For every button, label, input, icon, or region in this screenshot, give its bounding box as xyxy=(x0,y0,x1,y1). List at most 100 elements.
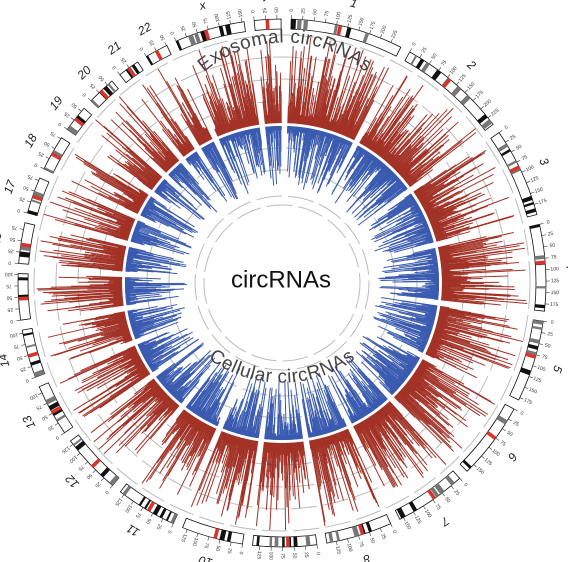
tick-label: 0 xyxy=(166,529,173,534)
cellular-bar xyxy=(129,307,185,322)
tick-mark xyxy=(100,477,105,482)
chromosome-label: 19 xyxy=(46,93,65,112)
tick-label: 75 xyxy=(434,503,442,511)
cellular-bar xyxy=(134,227,168,241)
cellular-bar xyxy=(219,138,236,174)
tick-label: 50 xyxy=(191,20,199,27)
cellular-bar xyxy=(338,142,353,170)
chromosome-band xyxy=(525,208,537,215)
chromosome-band xyxy=(218,25,225,37)
cellular-bar xyxy=(128,304,178,316)
cellular-bar xyxy=(221,137,243,185)
chromosome-label: 3 xyxy=(536,155,552,167)
exosomal-bar xyxy=(134,402,177,451)
cellular-bar xyxy=(383,258,438,269)
tick-mark xyxy=(104,81,108,86)
chromosome-band xyxy=(362,32,370,44)
cellular-bar xyxy=(362,356,399,389)
exosomal-bar xyxy=(435,215,514,240)
centromere-mark xyxy=(27,351,39,358)
cellular-bar xyxy=(344,148,365,181)
tick-label: 100 xyxy=(335,11,343,21)
tick-mark xyxy=(38,392,43,395)
centromere-mark xyxy=(20,242,31,248)
cellular-bar xyxy=(379,207,421,231)
exosomal-bar xyxy=(437,320,524,343)
cellular-bar xyxy=(147,347,175,365)
tick-label: 125 xyxy=(225,10,233,20)
tick-label: 175 xyxy=(523,397,533,406)
cellular-bar xyxy=(212,141,233,182)
cellular-bar xyxy=(137,341,146,346)
chromosome-band xyxy=(75,440,86,451)
chromosome-label: 15 xyxy=(0,291,1,305)
chromosome-band xyxy=(159,507,167,519)
cellular-bar xyxy=(380,337,420,361)
cellular-bar xyxy=(125,277,161,280)
cellular-bar xyxy=(166,361,198,391)
cellular-bar xyxy=(207,144,238,200)
tick-mark xyxy=(472,97,477,101)
cellular-bar xyxy=(346,354,388,400)
centromere-mark xyxy=(203,29,211,41)
exosomal-bar xyxy=(359,422,396,488)
cellular-bar xyxy=(137,221,180,240)
cellular-bar xyxy=(143,207,185,231)
tick-mark xyxy=(218,539,221,544)
tick-label: 50 xyxy=(274,7,280,13)
cellular-bar xyxy=(177,165,210,201)
tick-mark xyxy=(480,106,484,110)
cellular-bar xyxy=(131,236,158,246)
cellular-bar xyxy=(375,353,408,379)
exosomal-bar xyxy=(53,290,123,295)
tick-mark xyxy=(87,97,92,102)
exosomal-bar xyxy=(440,247,526,261)
tick-mark xyxy=(18,333,23,335)
tick-mark xyxy=(30,189,35,192)
tick-label: 0 xyxy=(250,10,256,14)
cellular-bar xyxy=(393,241,434,253)
tick-label: 50 xyxy=(368,537,376,544)
tick-label: 25 xyxy=(262,7,268,13)
cellular-bar xyxy=(398,271,439,276)
exosomal-bar xyxy=(113,311,125,315)
chromosome-band xyxy=(194,32,201,44)
cellular-bar xyxy=(192,382,214,413)
chromosome-band xyxy=(165,511,172,521)
exosomal-bar xyxy=(62,209,131,233)
chromosome-band xyxy=(100,467,111,478)
chromosome-band xyxy=(219,529,227,541)
cellular-bar xyxy=(290,389,296,440)
cellular-bar xyxy=(144,207,177,226)
tick-mark xyxy=(543,245,548,248)
cellular-bar xyxy=(150,196,156,201)
tick-label: 125 xyxy=(530,175,540,184)
tick-mark xyxy=(316,544,318,549)
exosomal-bar xyxy=(49,235,126,253)
tick-label: 0 xyxy=(111,64,118,70)
chromosome-label: y xyxy=(262,0,271,2)
cellular-bar xyxy=(236,383,253,434)
tick-label: 75 xyxy=(551,254,557,261)
exosomal-bar xyxy=(160,414,192,460)
cellular-bar xyxy=(161,366,184,385)
tick-mark xyxy=(336,541,338,546)
centromere-mark xyxy=(32,194,43,202)
chromosome-label: 16 xyxy=(0,231,4,247)
tick-label: 100 xyxy=(191,537,199,547)
chromosome-band xyxy=(451,85,462,97)
cellular-bar xyxy=(190,367,223,412)
tick-mark xyxy=(61,432,65,436)
cellular-bar xyxy=(386,205,419,225)
chromosome-band xyxy=(25,343,36,349)
chromosome-band xyxy=(529,224,540,229)
exosomal-bar xyxy=(83,162,146,201)
cellular-bar xyxy=(171,354,213,396)
tick-label: 25 xyxy=(120,56,128,64)
cellular-bar xyxy=(268,126,275,186)
tick-label: 100 xyxy=(267,551,273,560)
exosomal-bar xyxy=(64,197,134,225)
cellular-bar xyxy=(127,255,180,266)
chromosome-band xyxy=(521,195,533,203)
